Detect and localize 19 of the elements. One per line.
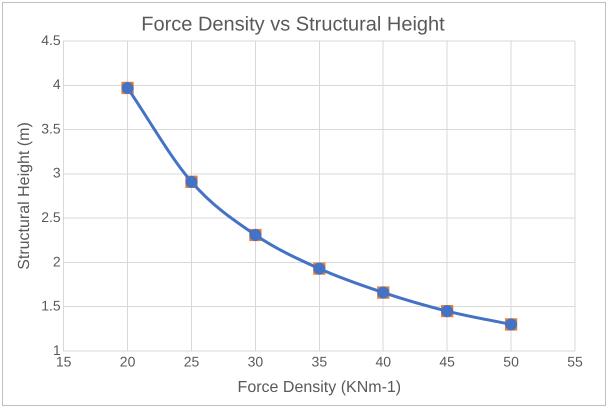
y-tick-label: 1 [52, 342, 61, 358]
x-tick-label: 20 [120, 353, 136, 370]
y-tick-label: 3 [52, 164, 61, 181]
chart-title: Force Density vs Structural Height [141, 14, 446, 36]
y-tick-label: 3.5 [41, 120, 61, 136]
x-tick-label: 45 [439, 353, 456, 370]
y-tick-label: 2 [52, 253, 61, 270]
x-tick-label: 30 [248, 353, 264, 370]
y-tick-label: 4.5 [41, 32, 61, 48]
x-tick-label: 35 [312, 353, 328, 370]
x-tick-label: 25 [184, 353, 200, 370]
x-tick-label: 55 [567, 353, 583, 370]
x-axis-title: Force Density (KNm-1) [238, 378, 402, 396]
y-tick-label: 4 [52, 76, 61, 92]
y-tick-label: 1.5 [41, 298, 61, 314]
x-tick-label: 50 [503, 353, 520, 370]
x-tick-label: 40 [375, 353, 392, 370]
y-tick-label: 2.5 [41, 209, 61, 225]
y-axis-title: Structural Height (m) [16, 122, 34, 270]
